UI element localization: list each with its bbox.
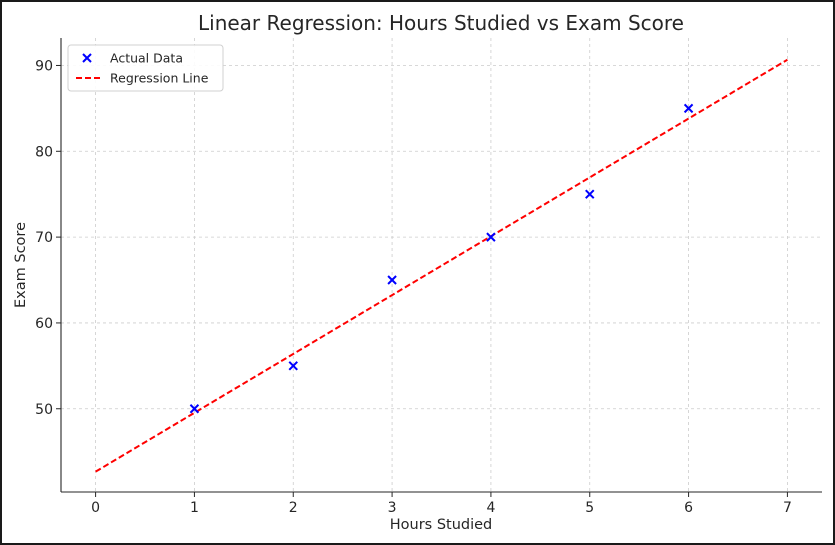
y-axis-label: Exam Score xyxy=(13,222,29,308)
x-tick-label: 1 xyxy=(190,500,199,516)
x-tick-label: 2 xyxy=(289,500,298,516)
y-tick-label: 90 xyxy=(35,58,53,74)
x-tick-label: 5 xyxy=(585,500,594,516)
legend-marker-scatter xyxy=(82,53,92,63)
y-tick-label: 50 xyxy=(35,402,53,418)
axes xyxy=(60,38,822,493)
legend-label: Regression Line xyxy=(110,71,209,86)
x-tick-label: 7 xyxy=(783,500,792,516)
data-point xyxy=(486,232,496,242)
x-tick-label: 6 xyxy=(684,500,693,516)
data-point xyxy=(288,361,298,371)
chart-title: Linear Regression: Hours Studied vs Exam… xyxy=(198,11,684,35)
data-point xyxy=(683,103,694,114)
x-tick-label: 4 xyxy=(486,500,495,516)
y-tick-label: 60 xyxy=(35,316,53,332)
series-layer xyxy=(95,58,788,473)
x-axis-label: Hours Studied xyxy=(390,517,493,533)
legend-box xyxy=(67,44,224,92)
legend-label: Actual Data xyxy=(110,51,183,66)
data-point xyxy=(189,404,200,414)
legend: Actual Data Regression Line xyxy=(67,44,224,92)
y-tick-label: 70 xyxy=(35,230,53,246)
ticks: 0 1 2 3 4 5 6 7 50 60 70 80 90 xyxy=(35,58,792,516)
data-point xyxy=(585,189,595,199)
y-tick-label: 80 xyxy=(35,144,53,160)
regression-line xyxy=(95,58,788,473)
x-tick-label: 3 xyxy=(388,500,397,516)
data-point xyxy=(387,275,397,285)
x-tick-label: 0 xyxy=(91,500,100,516)
